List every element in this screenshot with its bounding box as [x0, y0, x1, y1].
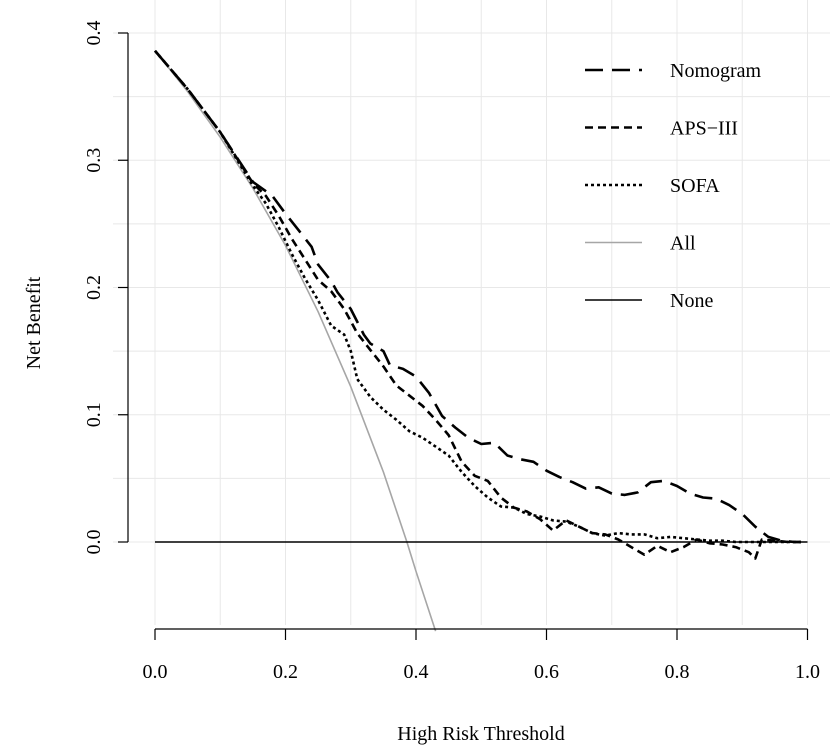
- y-tick-label: 0.3: [83, 148, 105, 173]
- legend-label: APS−III: [670, 118, 738, 140]
- legend-label: Nomogram: [670, 60, 762, 82]
- x-tick-label: 0.4: [404, 661, 429, 683]
- y-tick-label: 0.1: [83, 402, 105, 427]
- x-tick-label: 0.8: [665, 661, 690, 683]
- series-line-sofa: [154, 49, 801, 544]
- axes: 0.0 0.1 0.2 0.3 0.4 0.0 0.2 0.4 0.6 0.8 1.0: [83, 21, 820, 684]
- x-tick-label: 0.0: [143, 661, 168, 683]
- x-tick-label: 1.0: [795, 661, 820, 683]
- x-tick-label: 0.2: [273, 661, 298, 683]
- series-line-all: [154, 50, 437, 632]
- series-line-nomogram: [154, 49, 801, 544]
- legend-label: None: [670, 290, 713, 312]
- y-tick-label: 0.4: [83, 21, 105, 46]
- legend: Nomogram APS−III SOFA All None: [585, 60, 762, 312]
- y-axis-label: Net Benefit: [23, 276, 45, 369]
- reference-layer: [154, 50, 808, 632]
- series-line-aps-iii: [154, 49, 801, 560]
- y-tick-label: 0.0: [83, 530, 105, 555]
- y-tick-label: 0.2: [83, 275, 105, 300]
- x-tick-label: 0.6: [534, 661, 559, 683]
- series-lines: [154, 49, 801, 560]
- x-axis-label: High Risk Threshold: [397, 723, 564, 745]
- legend-label: SOFA: [670, 175, 720, 197]
- legend-label: All: [670, 233, 696, 255]
